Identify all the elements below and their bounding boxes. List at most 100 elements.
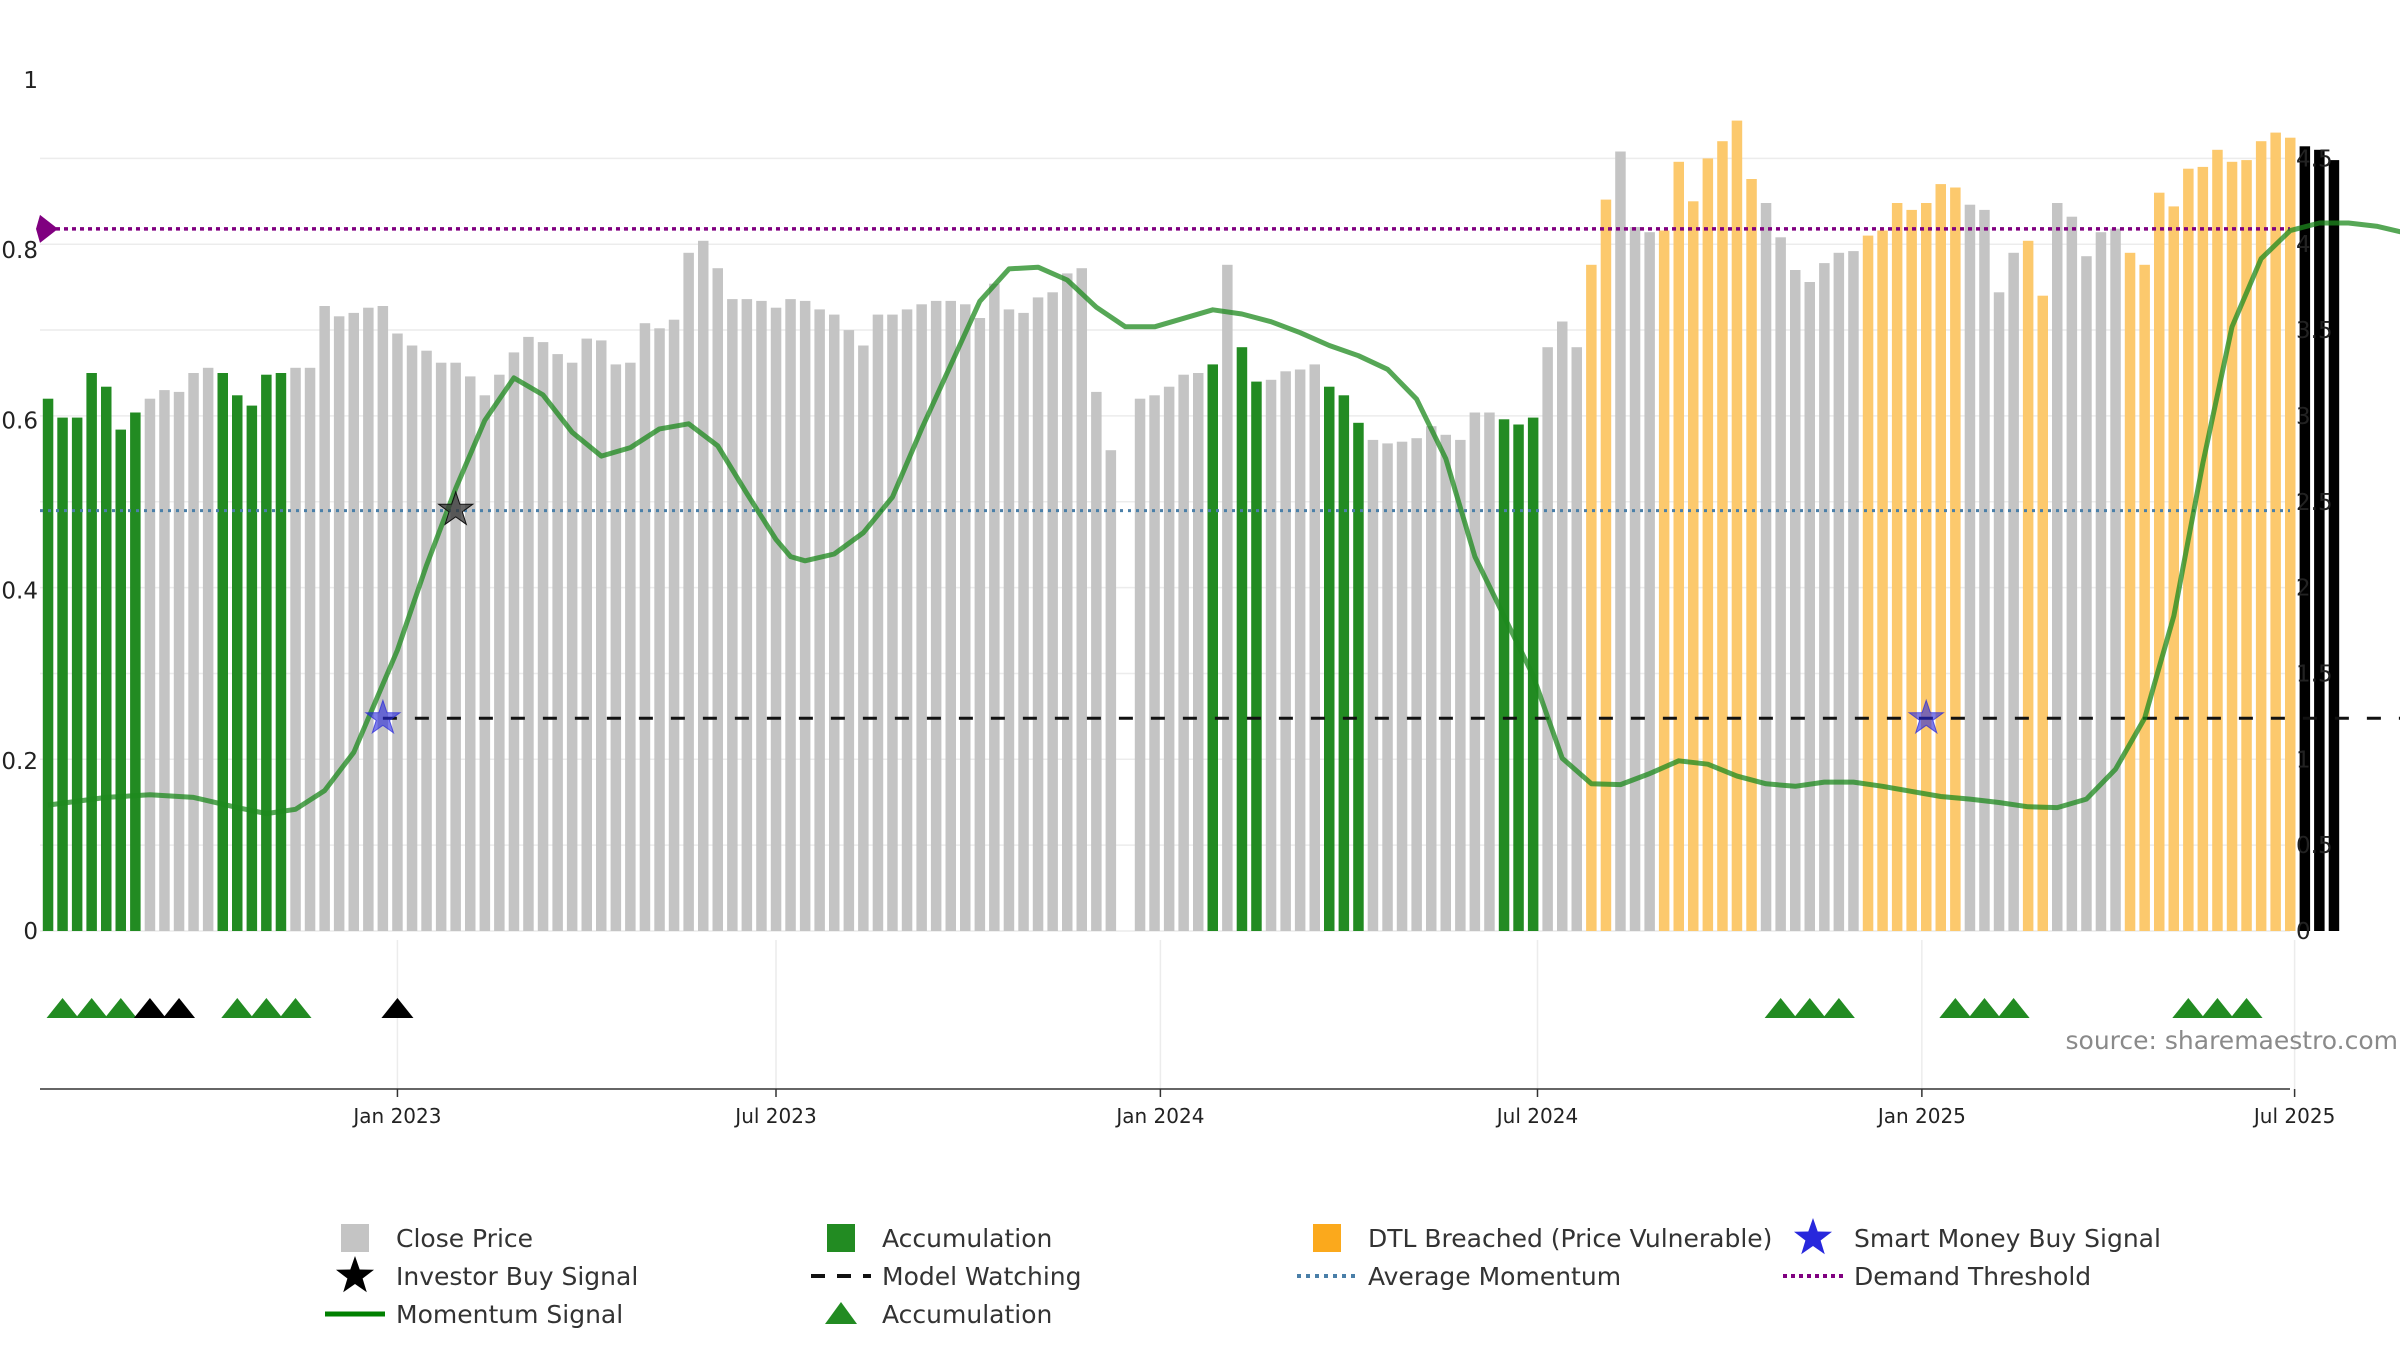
close-price-bar [1149, 395, 1160, 931]
dtl-breached-bar [1746, 179, 1757, 931]
dtl-breached-bar [1717, 141, 1728, 931]
close-price-bar [683, 252, 694, 932]
close-price-bar [1484, 412, 1495, 931]
left-tick-label: 0.6 [1, 408, 38, 434]
close-price-bar [144, 398, 156, 931]
accumulation-bar [1324, 386, 1335, 931]
close-price-bar [1964, 204, 1976, 931]
close-price-bar [1440, 434, 1451, 931]
accumulation-bar [1353, 422, 1364, 931]
accumulation-bar [42, 398, 54, 931]
smart-money-buy-star [1907, 698, 1945, 735]
close-price-bar [333, 316, 345, 931]
close-price-bar [974, 318, 986, 931]
close-price-bar [960, 304, 971, 931]
legend-item: Close Price [341, 1224, 533, 1253]
close-price-bar [654, 328, 665, 931]
investor-buy-marker [133, 998, 166, 1018]
dtl-breached-bar [2037, 295, 2048, 931]
right-tick-label: 4 [2296, 232, 2311, 258]
close-price-bar [668, 319, 680, 931]
left-tick-label: 1 [23, 68, 38, 94]
close-price-bar [2110, 228, 2121, 931]
dtl-breached-bar [2154, 192, 2165, 931]
accumulation-marker [1793, 998, 1826, 1018]
close-price-bar [188, 373, 199, 931]
accumulation-bar [232, 395, 243, 931]
close-price-bar [1615, 151, 1626, 931]
close-price-bar [1979, 209, 1990, 931]
close-price-bar [1644, 232, 1655, 931]
legend-item: Accumulation [825, 1300, 1052, 1329]
close-price-bar [1571, 347, 1582, 931]
close-price-bar [523, 336, 534, 931]
undefined [2328, 160, 2340, 932]
close-price-bar [916, 304, 927, 931]
legend-item: Model Watching [811, 1262, 1082, 1291]
x-tick-label: Jul 2024 [1495, 1104, 1578, 1128]
right-tick-label: 0 [2296, 919, 2311, 945]
close-price-bar [843, 330, 855, 932]
dtl-breached-bar [1600, 199, 1612, 932]
legend-item: DTL Breached (Price Vulnerable) [1313, 1224, 1772, 1253]
legend-label: Close Price [396, 1224, 533, 1253]
accumulation-marker [2201, 998, 2234, 1018]
close-price-bar [785, 299, 796, 932]
close-price-bar [1178, 374, 1189, 931]
close-price-bar [1848, 251, 1859, 932]
close-price-bar [770, 307, 782, 931]
close-price-bar [1469, 412, 1481, 931]
close-price-bar [1032, 297, 1044, 931]
close-price-bar [1367, 439, 1379, 931]
accumulation-marker [279, 998, 312, 1018]
close-price-bar [2008, 252, 2019, 932]
close-price-bar [945, 300, 956, 931]
dtl-breached-bar [2226, 161, 2238, 932]
right-tick-label: 0.5 [2296, 833, 2333, 859]
accumulation-bar [115, 429, 126, 931]
legend-symbol-accumulation-marker [825, 1302, 857, 1324]
close-price-bar [1280, 371, 1291, 931]
accumulation-bar [275, 373, 287, 931]
dtl-breached-bar [1921, 203, 1932, 931]
close-price-bar [392, 333, 403, 931]
close-price-bar [581, 338, 592, 932]
close-price-bar [814, 309, 825, 931]
close-price-bar [552, 354, 563, 932]
dtl-breached-bar [2168, 206, 2179, 931]
accumulation-marker [221, 998, 254, 1018]
close-price-bar [1542, 347, 1553, 931]
marker-layer [46, 490, 2263, 1018]
x-tick-label: Jul 2025 [2252, 1104, 2335, 1128]
undefined [2314, 149, 2325, 932]
legend-symbol-investor [336, 1256, 374, 1293]
close-price-bar [348, 312, 359, 931]
accumulation-bar [1498, 419, 1510, 931]
legend-label: Investor Buy Signal [396, 1262, 638, 1291]
close-price-bar [173, 391, 185, 931]
momentum-signal-line [47, 220, 2400, 817]
legend-symbol-smart-money [1794, 1218, 1832, 1255]
close-price-bar [1411, 438, 1422, 931]
close-price-bar [625, 362, 636, 931]
legend-item: Average Momentum [1297, 1262, 1621, 1291]
accumulation-bar [57, 417, 68, 932]
dtl-breached-bar [2241, 160, 2252, 932]
accumulation-marker [104, 998, 137, 1018]
dtl-breached-bar [1658, 230, 1670, 931]
close-price-bar [1047, 292, 1058, 931]
close-price-bar [1062, 273, 1073, 931]
close-price-bar [1222, 264, 1233, 931]
close-price-bar [465, 376, 476, 931]
close-price-bar [858, 345, 869, 931]
accumulation-bar [261, 374, 272, 931]
close-price-bar [1163, 386, 1175, 931]
close-price-bar [1819, 263, 1830, 932]
accumulation-marker [2172, 998, 2205, 1018]
legend-label: Model Watching [882, 1262, 1082, 1291]
right-tick-label: 4.5 [2296, 146, 2333, 172]
close-price-bar [1760, 203, 1772, 931]
close-price-bar [319, 306, 330, 931]
legend-item: Investor Buy Signal [336, 1256, 638, 1293]
dtl-breached-bar [1862, 235, 1874, 932]
